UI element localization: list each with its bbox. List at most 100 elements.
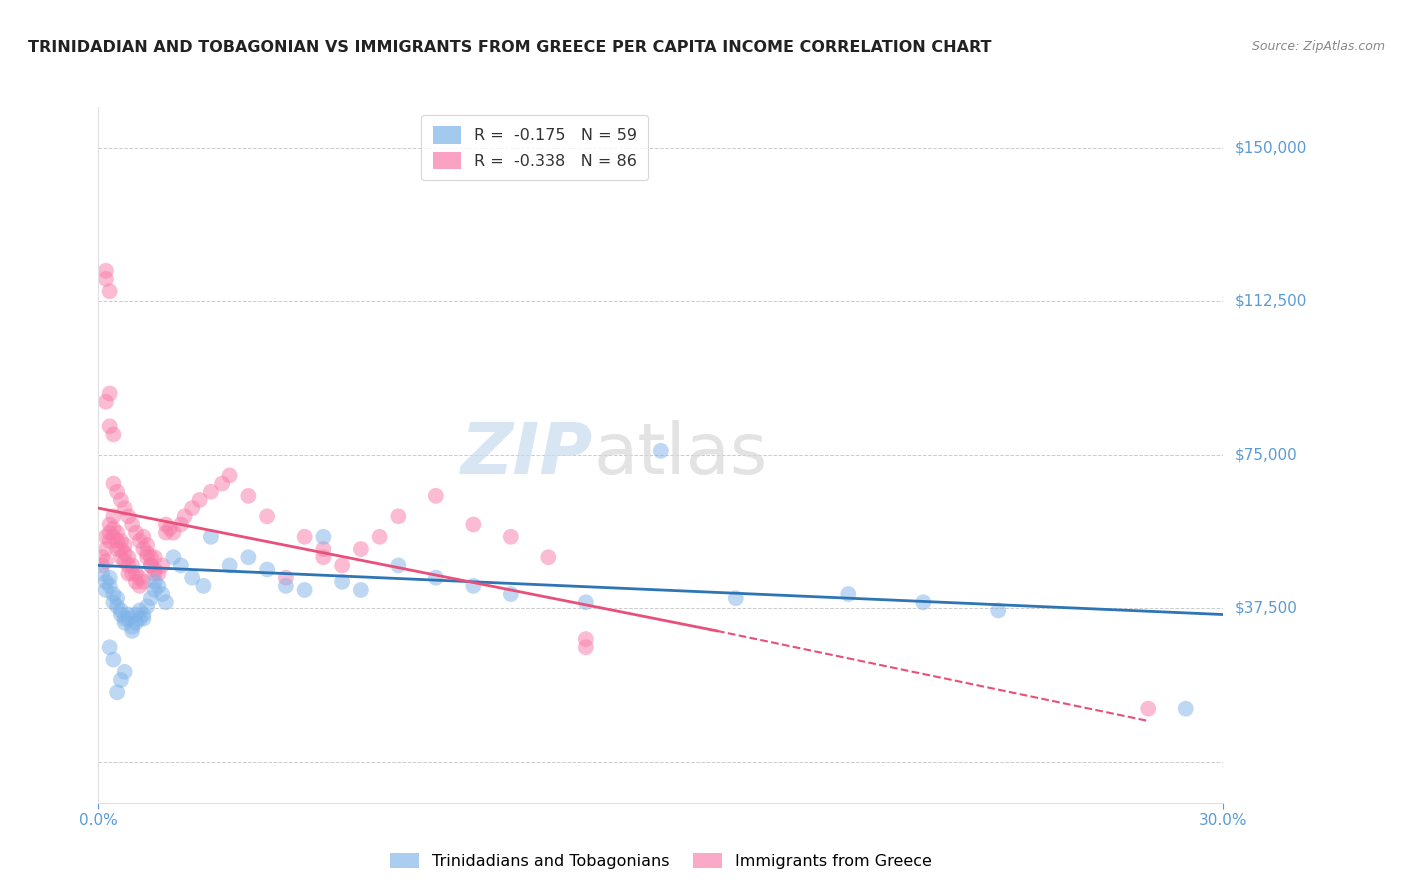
Point: [98, 579, 121, 593]
Point: [170, 558, 193, 573]
Point: [110, 607, 132, 622]
Point: [117, 612, 139, 626]
Point: [143, 582, 166, 597]
Point: [139, 558, 162, 573]
Point: [143, 574, 166, 589]
Point: [575, 595, 598, 609]
Point: [121, 624, 143, 638]
Text: $150,000: $150,000: [1234, 140, 1306, 155]
Point: [125, 566, 148, 581]
Point: [193, 579, 215, 593]
Point: [274, 579, 297, 593]
Point: [143, 566, 166, 581]
Point: [105, 591, 128, 606]
Point: [94, 394, 117, 409]
Point: [136, 538, 159, 552]
Point: [105, 484, 128, 499]
Point: [238, 489, 260, 503]
Text: $112,500: $112,500: [1234, 294, 1306, 309]
Text: atlas: atlas: [593, 420, 768, 490]
Point: [256, 562, 278, 576]
Point: [575, 632, 598, 646]
Point: [110, 603, 132, 617]
Point: [150, 558, 173, 573]
Point: [94, 272, 117, 286]
Point: [155, 517, 177, 532]
Point: [94, 264, 117, 278]
Point: [128, 579, 150, 593]
Point: [200, 530, 222, 544]
Point: [117, 566, 139, 581]
Point: [200, 484, 222, 499]
Text: $37,500: $37,500: [1234, 601, 1298, 615]
Point: [425, 571, 447, 585]
Point: [91, 558, 114, 573]
Point: [103, 427, 125, 442]
Point: [350, 542, 373, 557]
Point: [121, 566, 143, 581]
Point: [98, 419, 121, 434]
Point: [1174, 701, 1197, 715]
Point: [94, 574, 117, 589]
Point: [103, 522, 125, 536]
Point: [499, 587, 522, 601]
Point: [114, 554, 136, 568]
Point: [98, 640, 121, 655]
Point: [211, 476, 233, 491]
Point: [162, 525, 184, 540]
Point: [837, 587, 859, 601]
Point: [121, 517, 143, 532]
Point: [114, 501, 136, 516]
Point: [987, 603, 1010, 617]
Point: [181, 571, 204, 585]
Point: [103, 587, 125, 601]
Point: [128, 603, 150, 617]
Point: [132, 612, 155, 626]
Point: [105, 542, 128, 557]
Point: [125, 574, 148, 589]
Point: [330, 574, 353, 589]
Point: [499, 530, 522, 544]
Point: [463, 579, 485, 593]
Point: [912, 595, 935, 609]
Point: [128, 571, 150, 585]
Point: [114, 546, 136, 560]
Point: [98, 571, 121, 585]
Point: [724, 591, 747, 606]
Point: [110, 550, 132, 565]
Point: [103, 530, 125, 544]
Point: [91, 566, 114, 581]
Point: [103, 652, 125, 666]
Point: [155, 525, 177, 540]
Point: [105, 533, 128, 548]
Point: [136, 550, 159, 565]
Point: [218, 558, 240, 573]
Text: $75,000: $75,000: [1234, 448, 1298, 462]
Point: [162, 550, 184, 565]
Point: [98, 517, 121, 532]
Text: ZIP: ZIP: [461, 420, 593, 490]
Point: [312, 530, 335, 544]
Point: [103, 476, 125, 491]
Point: [98, 284, 121, 298]
Point: [125, 615, 148, 630]
Point: [103, 509, 125, 524]
Point: [114, 615, 136, 630]
Point: [150, 587, 173, 601]
Point: [218, 468, 240, 483]
Point: [350, 582, 373, 597]
Point: [121, 620, 143, 634]
Point: [110, 673, 132, 687]
Point: [91, 550, 114, 565]
Point: [94, 554, 117, 568]
Point: [117, 509, 139, 524]
Point: [105, 525, 128, 540]
Point: [110, 542, 132, 557]
Point: [117, 550, 139, 565]
Point: [139, 591, 162, 606]
Legend: R =  -0.175   N = 59, R =  -0.338   N = 86: R = -0.175 N = 59, R = -0.338 N = 86: [422, 115, 648, 180]
Point: [103, 595, 125, 609]
Point: [98, 525, 121, 540]
Point: [132, 542, 155, 557]
Point: [650, 443, 672, 458]
